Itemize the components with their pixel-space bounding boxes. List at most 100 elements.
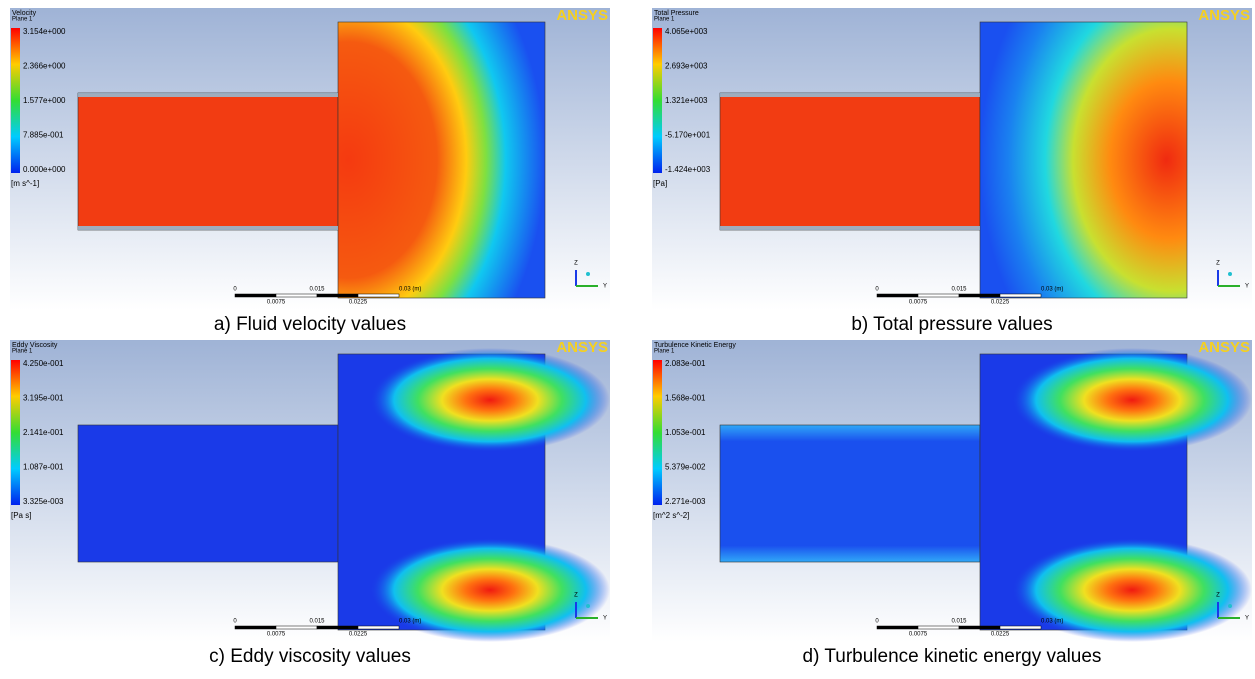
- wall-layer: [78, 226, 338, 230]
- wall-layer: [78, 93, 338, 97]
- scale-segment: [959, 626, 1000, 629]
- panel-caption: b) Total pressure values: [851, 314, 1052, 335]
- legend-unit: [m s^-1]: [11, 179, 39, 188]
- scale-segment: [276, 626, 317, 629]
- scale-label: 0.015: [951, 619, 967, 625]
- scale-label: 0.015: [309, 619, 325, 625]
- ansys-logo: ANSYS: [556, 339, 608, 356]
- scale-label: 0.0225: [991, 632, 1010, 638]
- legend-tick-label: 1.053e-001: [665, 428, 706, 437]
- panel-caption: c) Eddy viscosity values: [209, 646, 411, 667]
- color-bar: [11, 360, 20, 505]
- scale-segment: [358, 294, 399, 297]
- legend-tick-label: 2.141e-001: [23, 428, 64, 437]
- legend-tick-label: 2.271e-003: [665, 497, 706, 506]
- scale-segment: [918, 294, 959, 297]
- scale-segment: [1000, 626, 1041, 629]
- legend-tick-label: 4.250e-001: [23, 359, 64, 368]
- color-bar: [653, 360, 662, 505]
- figure: VelocityPlane 13.154e+0002.366e+0001.577…: [0, 0, 1255, 674]
- scale-label: 0.0075: [909, 632, 928, 638]
- scale-label: 0.0075: [267, 632, 286, 638]
- legend-tick-label: 1.568e-001: [665, 394, 706, 403]
- scale-label: 0.015: [951, 287, 967, 293]
- legend-tick-label: 2.693e+003: [665, 62, 708, 71]
- axis-label-y: Y: [1245, 616, 1249, 622]
- scale-label: 0.0075: [909, 300, 928, 306]
- scale-segment: [358, 626, 399, 629]
- legend-tick-label: -5.170e+001: [665, 131, 711, 140]
- scale-label: 0.03 (m): [1041, 287, 1063, 293]
- scale-segment: [877, 626, 918, 629]
- inlet-pipe: [720, 425, 980, 562]
- legend-tick-label: -1.424e+003: [665, 165, 711, 174]
- scale-segment: [317, 626, 358, 629]
- panel-caption: a) Fluid velocity values: [214, 314, 406, 335]
- vortex-region: [1012, 348, 1252, 452]
- axis-label-z: Z: [574, 261, 578, 267]
- scale-label: 0.03 (m): [399, 287, 421, 293]
- legend-tick-label: 2.083e-001: [665, 359, 706, 368]
- scale-label: 0.0225: [991, 300, 1010, 306]
- inlet-pipe: [720, 93, 980, 230]
- legend-plane: Plane 1: [12, 349, 33, 355]
- legend-unit: [m^2 s^-2]: [653, 511, 689, 520]
- expansion-chamber: [980, 22, 1187, 298]
- wall-layer: [720, 226, 980, 230]
- axis-label-y: Y: [603, 284, 607, 290]
- page: VelocityPlane 13.154e+0002.366e+0001.577…: [0, 0, 1255, 674]
- legend-plane: Plane 1: [654, 17, 675, 23]
- legend-tick-label: 2.366e+000: [23, 62, 66, 71]
- scale-segment: [317, 294, 358, 297]
- axis-label-z: Z: [1216, 593, 1220, 599]
- legend-tick-label: 0.000e+000: [23, 165, 66, 174]
- ansys-logo: ANSYS: [556, 7, 608, 24]
- scale-label: 0.03 (m): [399, 619, 421, 625]
- ansys-logo: ANSYS: [1198, 339, 1250, 356]
- scale-segment: [959, 294, 1000, 297]
- scale-segment: [1000, 294, 1041, 297]
- scale-segment: [276, 294, 317, 297]
- legend-unit: [Pa]: [653, 179, 667, 188]
- legend-tick-label: 1.321e+003: [665, 96, 708, 105]
- vortex-region: [1012, 538, 1252, 642]
- axis-x: [586, 604, 590, 608]
- axis-label-z: Z: [574, 593, 578, 599]
- vortex-region: [370, 348, 610, 452]
- scale-label: 0.0075: [267, 300, 286, 306]
- scale-label: 0.0225: [349, 300, 368, 306]
- inlet-pipe: [78, 425, 338, 562]
- vortex-region: [370, 538, 610, 642]
- scale-segment: [877, 294, 918, 297]
- ansys-logo: ANSYS: [1198, 7, 1250, 24]
- axis-label-y: Y: [1245, 284, 1249, 290]
- scale-label: 0.03 (m): [1041, 619, 1063, 625]
- inlet-pipe: [78, 93, 338, 230]
- axis-x: [1228, 604, 1232, 608]
- axis-x: [586, 272, 590, 276]
- legend-tick-label: 3.325e-003: [23, 497, 64, 506]
- axis-label-y: Y: [603, 616, 607, 622]
- scale-segment: [235, 294, 276, 297]
- legend-plane: Plane 1: [12, 17, 33, 23]
- legend-unit: [Pa s]: [11, 511, 31, 520]
- scale-segment: [918, 626, 959, 629]
- color-bar: [11, 28, 20, 173]
- legend-tick-label: 1.087e-001: [23, 463, 64, 472]
- panel-caption: d) Turbulence kinetic energy values: [803, 646, 1102, 667]
- legend-tick-label: 3.154e+000: [23, 27, 66, 36]
- legend-tick-label: 5.379e-002: [665, 463, 706, 472]
- legend-tick-label: 4.065e+003: [665, 27, 708, 36]
- scale-label: 0.015: [309, 287, 325, 293]
- axis-x: [1228, 272, 1232, 276]
- axis-label-z: Z: [1216, 261, 1220, 267]
- scale-label: 0.0225: [349, 632, 368, 638]
- legend-plane: Plane 1: [654, 349, 675, 355]
- expansion-chamber: [338, 22, 545, 298]
- legend-tick-label: 7.885e-001: [23, 131, 64, 140]
- scale-segment: [235, 626, 276, 629]
